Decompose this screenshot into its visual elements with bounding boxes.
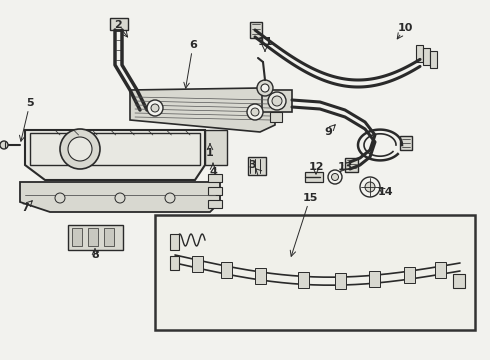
Polygon shape <box>400 136 412 150</box>
Circle shape <box>247 104 263 120</box>
Circle shape <box>147 100 163 116</box>
Circle shape <box>55 193 65 203</box>
Polygon shape <box>130 88 275 132</box>
Bar <box>270 95 282 105</box>
Bar <box>155 215 475 330</box>
Text: 7: 7 <box>21 203 29 213</box>
Bar <box>30 133 200 165</box>
Bar <box>369 271 380 287</box>
Circle shape <box>165 193 175 203</box>
Polygon shape <box>430 51 437 68</box>
Text: 6: 6 <box>189 40 197 50</box>
Bar <box>208 187 222 195</box>
Polygon shape <box>416 45 423 62</box>
Text: 13: 13 <box>337 162 353 172</box>
Circle shape <box>365 182 375 192</box>
Bar <box>255 268 266 284</box>
Bar <box>298 273 309 288</box>
Text: 11: 11 <box>257 37 273 47</box>
Circle shape <box>268 92 286 110</box>
Circle shape <box>251 108 259 116</box>
Text: 12: 12 <box>308 162 324 172</box>
Text: 15: 15 <box>302 193 318 203</box>
Bar <box>435 262 446 278</box>
Text: 10: 10 <box>397 23 413 33</box>
Text: 3: 3 <box>248 160 256 170</box>
Text: 14: 14 <box>377 187 393 197</box>
Bar <box>208 200 222 208</box>
Circle shape <box>328 170 342 184</box>
Bar <box>192 256 203 272</box>
Text: 9: 9 <box>324 127 332 137</box>
Bar <box>88 228 98 246</box>
Circle shape <box>261 84 269 92</box>
Circle shape <box>360 177 380 197</box>
Bar <box>205 130 227 165</box>
Circle shape <box>60 129 100 169</box>
Bar <box>208 174 222 182</box>
Polygon shape <box>423 48 430 65</box>
Circle shape <box>332 174 339 180</box>
Bar <box>335 273 346 289</box>
Bar <box>138 103 152 115</box>
Text: 1: 1 <box>206 148 214 158</box>
Text: 8: 8 <box>91 250 99 260</box>
Bar <box>262 90 292 112</box>
Polygon shape <box>170 256 179 270</box>
Circle shape <box>151 104 159 112</box>
Circle shape <box>0 141 8 149</box>
Bar <box>110 18 128 30</box>
Bar <box>270 112 282 122</box>
Circle shape <box>257 80 273 96</box>
Bar <box>104 228 114 246</box>
Bar <box>220 262 231 278</box>
Circle shape <box>115 193 125 203</box>
Polygon shape <box>25 130 205 180</box>
Text: 2: 2 <box>114 20 122 30</box>
Polygon shape <box>250 22 262 38</box>
Text: 4: 4 <box>209 167 217 177</box>
Bar <box>248 157 266 175</box>
Polygon shape <box>20 182 220 212</box>
Polygon shape <box>170 234 179 250</box>
Polygon shape <box>453 274 465 288</box>
Circle shape <box>272 96 282 106</box>
Circle shape <box>68 137 92 161</box>
Bar <box>68 225 123 250</box>
Text: 5: 5 <box>26 98 34 108</box>
Polygon shape <box>345 158 358 172</box>
Bar <box>72 228 82 246</box>
Bar <box>305 172 323 182</box>
Bar <box>404 267 415 283</box>
